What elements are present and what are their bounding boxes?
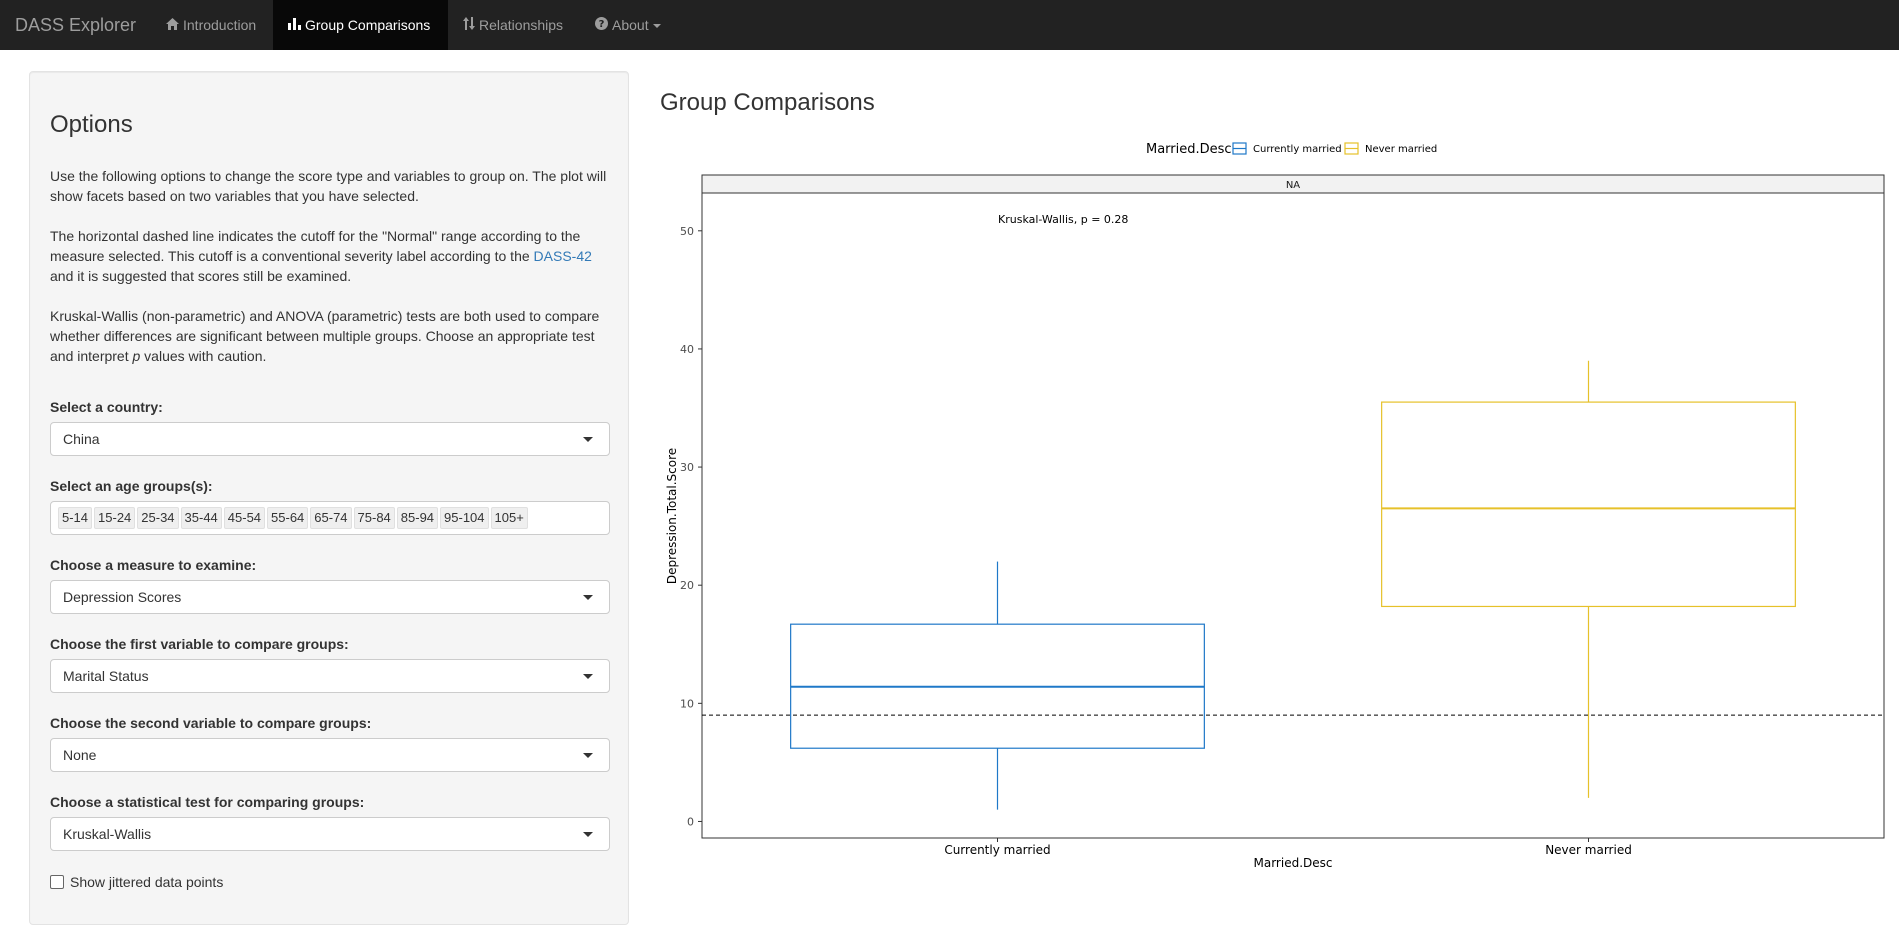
y-tick-label: 20 — [680, 579, 694, 592]
tests-paragraph: Kruskal-Wallis (non-parametric) and ANOV… — [50, 306, 610, 366]
page-title: Group Comparisons — [660, 89, 875, 116]
tests-text-1: Kruskal-Wallis (non-parametric) and ANOV… — [50, 308, 600, 364]
legend-label: Currently married — [1253, 144, 1342, 155]
tests-text-2: values with caution. — [140, 348, 267, 364]
age-chip[interactable]: 105+ — [490, 507, 528, 529]
age-chip[interactable]: 15-24 — [94, 507, 136, 529]
stat-annotation: Kruskal-Wallis, p = 0.28 — [998, 213, 1128, 226]
country-value: China — [63, 431, 100, 447]
box-iqr — [1381, 401, 1796, 608]
home-icon — [166, 1, 179, 51]
nav-group-comparisons-label: Group Comparisons — [305, 17, 431, 33]
nav-relationships-label: Relationships — [479, 17, 564, 33]
x-axis-title: Married.Desc — [1254, 856, 1333, 870]
test-select[interactable]: Kruskal-Wallis — [50, 817, 610, 851]
nav-introduction[interactable]: Introduction — [151, 0, 271, 50]
question-circle-icon: ? — [595, 1, 608, 51]
age-chip[interactable]: 95-104 — [440, 507, 489, 529]
measure-label: Choose a measure to examine: — [50, 557, 257, 573]
y-tick-label: 10 — [680, 697, 694, 710]
boxes — [790, 360, 1796, 810]
y-axis: 0 10 20 30 40 50 — [680, 225, 702, 828]
nav-about-label: About — [612, 17, 649, 33]
age-chip[interactable]: 45-54 — [223, 507, 266, 529]
measure-select[interactable]: Depression Scores — [50, 580, 610, 614]
measure-value: Depression Scores — [63, 589, 182, 605]
test-value: Kruskal-Wallis — [63, 826, 152, 842]
y-axis-title: Depression.Total.Score — [665, 448, 679, 584]
legend-title: Married.Desc — [1146, 142, 1232, 157]
var2-value: None — [63, 747, 97, 763]
jitter-checkbox[interactable] — [50, 875, 64, 889]
jitter-label: Show jittered data points — [70, 874, 224, 890]
options-panel: Options Use the following options to cha… — [29, 71, 629, 925]
age-chip[interactable]: 55-64 — [267, 507, 309, 529]
age-chip[interactable]: 85-94 — [396, 507, 439, 529]
y-tick-label: 50 — [680, 225, 694, 238]
nav-introduction-label: Introduction — [183, 17, 257, 33]
boxplot-chart: Married.Desc Currently married Never marr… — [665, 142, 1885, 870]
intro-text: Use the following options to change the … — [50, 168, 607, 204]
svg-text:?: ? — [599, 19, 605, 30]
legend-label: Never married — [1365, 144, 1437, 155]
box-never-married — [1381, 360, 1796, 798]
legend-item: Never married — [1344, 142, 1437, 155]
chevron-down-icon — [583, 753, 593, 758]
cutoff-text-2: and it is suggested that scores still be… — [50, 268, 352, 284]
nav-about-dropdown[interactable]: ? About — [580, 0, 676, 50]
age-label: Select an age groups(s): — [50, 478, 213, 494]
chevron-down-icon — [583, 674, 593, 679]
cutoff-text-1: The horizontal dashed line indicates the… — [50, 228, 581, 264]
x-tick-label: Currently married — [944, 843, 1050, 857]
var2-label: Choose the second variable to compare gr… — [50, 715, 372, 731]
y-tick-label: 30 — [680, 461, 694, 474]
x-axis: Currently married Never married — [944, 838, 1632, 857]
legend-item: Currently married — [1232, 142, 1342, 155]
facet-label: NA — [1286, 180, 1300, 191]
chevron-down-icon — [583, 832, 593, 837]
p-italic: p — [132, 348, 141, 364]
age-chip[interactable]: 65-74 — [310, 507, 352, 529]
legend: Currently married Never married — [1232, 142, 1437, 155]
nav-group-comparisons[interactable]: Group Comparisons — [273, 0, 448, 50]
app-brand[interactable]: DASS Explorer — [15, 15, 137, 35]
age-chip[interactable]: 75-84 — [353, 507, 395, 529]
chevron-down-icon — [583, 437, 593, 442]
sort-icon — [463, 1, 475, 51]
cutoff-paragraph: The horizontal dashed line indicates the… — [50, 226, 610, 286]
country-label: Select a country: — [50, 399, 163, 415]
country-select[interactable]: China — [50, 422, 610, 456]
intro-paragraph: Use the following options to change the … — [50, 166, 610, 206]
bar-chart-icon — [288, 1, 301, 51]
nav-relationships[interactable]: Relationships — [448, 0, 578, 50]
test-label: Choose a statistical test for comparing … — [50, 794, 365, 810]
options-title: Options — [50, 111, 133, 138]
age-chip[interactable]: 35-44 — [180, 507, 222, 529]
y-tick-label: 0 — [687, 815, 694, 828]
dass42-link[interactable]: DASS-42 — [533, 248, 592, 264]
var1-select[interactable]: Marital Status — [50, 659, 610, 693]
jitter-option[interactable]: Show jittered data points — [50, 874, 223, 890]
age-chip[interactable]: 5-14 — [58, 507, 93, 529]
chevron-down-icon — [583, 595, 593, 600]
var2-select[interactable]: None — [50, 738, 610, 772]
age-chip[interactable]: 25-34 — [137, 507, 179, 529]
var1-value: Marital Status — [63, 668, 149, 684]
var1-label: Choose the first variable to compare gro… — [50, 636, 349, 652]
y-tick-label: 40 — [680, 343, 694, 356]
x-tick-label: Never married — [1545, 843, 1632, 857]
box-currently-married — [790, 561, 1205, 810]
age-multiselect[interactable]: 5-14 15-24 25-34 35-44 45-54 55-64 65-74 75-84 8… — [50, 501, 610, 535]
top-navbar: DASS Explorer Introduction Group Compari… — [0, 0, 1899, 50]
chevron-down-icon — [652, 24, 661, 29]
